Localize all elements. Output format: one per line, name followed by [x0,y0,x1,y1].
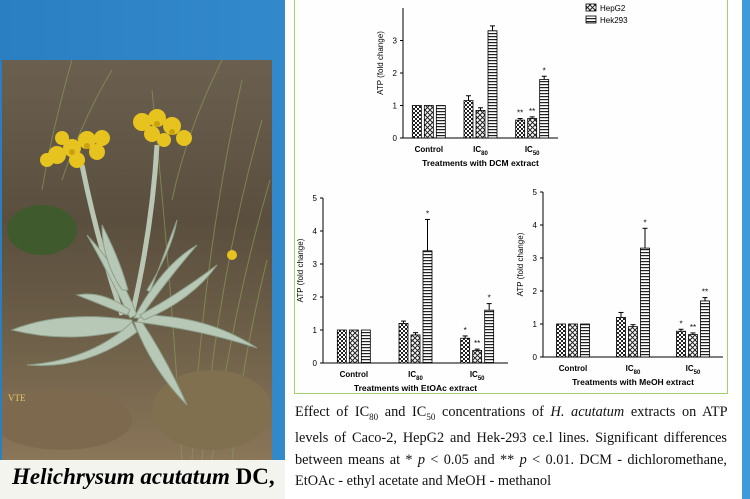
chart-meoh: 0 1 2 3 4 5 ATP (fold change) Control * IC80 * ** **… [516,180,735,415]
y-tick-label: 0 [533,353,538,362]
x-tick-label: IC50 [470,370,485,382]
y-tick-label: 5 [313,194,318,203]
photo-credit: VTE [8,393,26,403]
plant-photo: VTE [2,60,272,460]
y-tick-label: 0 [313,359,318,368]
bar [580,323,590,358]
legend-swatch [585,15,597,24]
y-tick-label: 3 [313,260,318,269]
bar [460,337,471,364]
chart-etoac: 0 1 2 3 4 5 ATP (fold change) Control * IC80 * ** * I… [296,188,520,418]
legend-label: Hek293 [600,16,628,25]
bar [463,100,474,139]
y-tick-label: 1 [393,102,398,111]
bar [423,105,434,139]
y-tick-label: 5 [533,188,538,197]
bar [348,329,359,364]
x-axis-label: Treatments with DCM extract [422,158,539,168]
y-tick-label: 1 [313,326,318,335]
y-tick-label: 1 [533,320,538,329]
bar [410,334,421,364]
bar [515,119,526,139]
bar [568,323,578,358]
y-tick-label: 3 [393,37,398,46]
significance-label: * [679,319,682,328]
x-tick-label: IC80 [408,370,423,382]
y-tick-label: 2 [533,287,538,296]
significance-label: * [643,218,646,227]
bar [539,79,550,139]
significance-label: ** [517,109,523,118]
y-axis-label: ATP (fold change) [376,31,385,95]
x-tick-label: IC80 [473,145,488,157]
significance-label: ** [474,339,480,348]
author: DC, [235,464,275,489]
x-axis-label: Treatments with MeOH extract [572,377,694,387]
bar [475,109,486,139]
bar [676,330,686,358]
bar [422,250,433,364]
bar [556,323,566,358]
significance-label: * [488,294,491,303]
bar [628,326,638,358]
significance-label: ** [702,288,708,297]
x-tick-label: IC50 [686,364,701,376]
significance-label: ** [690,323,696,332]
species-name: Helichrysum acutatum DC, [0,460,285,499]
genus: Helichrysum [12,464,135,489]
figure-caption: Effect of IC80 and IC50 concentrations o… [295,404,728,490]
plant-illustration [2,60,272,460]
y-axis-label: ATP (fold change) [516,232,525,296]
significance-label: * [426,209,429,218]
x-tick-label: IC80 [626,364,641,376]
significance-label: ** [529,107,535,116]
bar [487,30,498,139]
significance-label: * [543,66,546,75]
x-tick-label: IC50 [525,145,540,157]
chart-dcm: 0 1 2 3 ATP (fold change) Control IC80 ** ** * IC5… [365,0,665,210]
bar [700,300,710,358]
bar [472,350,483,364]
figure-frame [294,0,728,394]
x-tick-label: Control [340,370,368,379]
legend-label: HepG2 [600,4,626,13]
y-tick-label: 2 [313,293,318,302]
epithet: acutatum [140,464,230,489]
bar [360,329,371,364]
y-axis-label: ATP (fold change) [296,238,305,302]
y-tick-label: 3 [533,254,538,263]
significance-label: * [464,326,467,335]
bar [336,329,347,364]
bar [411,105,422,139]
y-tick-label: 2 [393,69,398,78]
y-tick-label: 4 [313,227,318,236]
figure-panel: 0 1 2 3 ATP (fold change) Control IC80 ** ** * IC5… [285,0,742,499]
bar [398,322,409,364]
legend-swatch [585,3,597,12]
bar [435,105,446,139]
y-tick-label: 0 [393,134,398,143]
bar [484,309,495,364]
bar [527,118,538,139]
bar [688,334,698,358]
x-tick-label: Control [559,364,587,373]
x-tick-label: Control [415,145,443,154]
x-axis-label: Treatments with EtOAc extract [354,383,477,393]
y-tick-label: 4 [533,221,538,230]
bar [616,316,626,358]
bar [640,247,650,358]
